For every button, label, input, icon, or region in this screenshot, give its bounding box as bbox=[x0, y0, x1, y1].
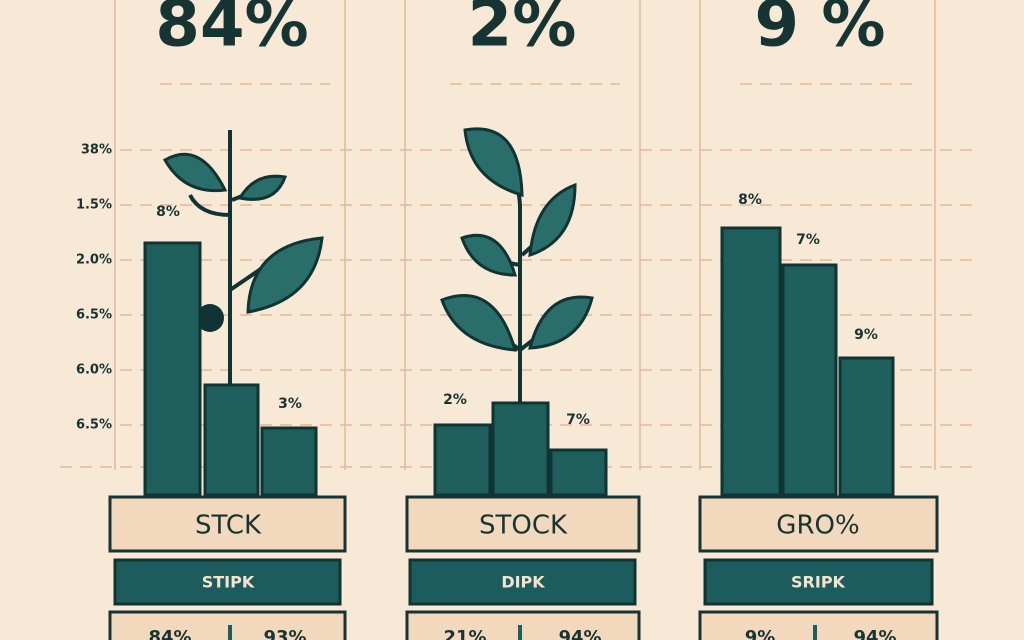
panel-label: STOCK bbox=[479, 511, 568, 541]
bar-label: 7% bbox=[796, 232, 820, 248]
bars bbox=[143, 226, 895, 497]
big-number: 2% bbox=[468, 0, 577, 62]
y-label: 1.5% bbox=[76, 198, 112, 213]
y-label: 6.5% bbox=[76, 418, 112, 433]
y-label: 6.0% bbox=[76, 363, 112, 378]
bar-label: 8% bbox=[738, 192, 762, 208]
footer-value: 9% bbox=[745, 627, 776, 640]
bar-label: 3% bbox=[278, 396, 302, 412]
bar-label: 8% bbox=[156, 204, 180, 220]
y-label: 2.0% bbox=[76, 253, 112, 268]
footer-value: 94% bbox=[558, 627, 601, 640]
bar-label: 7% bbox=[566, 412, 590, 428]
y-label: 38% bbox=[81, 143, 112, 158]
panel-label: STCK bbox=[195, 511, 262, 541]
panel-tag: DIPK bbox=[501, 573, 545, 592]
footer-value: 84% bbox=[148, 627, 191, 640]
bar-label: 9% bbox=[854, 327, 878, 343]
big-number: 84% bbox=[155, 0, 308, 62]
big-number: 9 % bbox=[755, 0, 886, 62]
plant bbox=[162, 127, 594, 405]
bar-label: 2% bbox=[443, 392, 467, 408]
panel-label: GRO% bbox=[776, 511, 859, 541]
labels bbox=[108, 495, 939, 640]
y-label: 6.5% bbox=[76, 308, 112, 323]
panel-tag: SRIPK bbox=[791, 573, 846, 592]
footer-value: 94% bbox=[853, 627, 896, 640]
footer-value: 21% bbox=[443, 627, 486, 640]
panel-tag: STIPK bbox=[202, 573, 255, 592]
footer-value: 93% bbox=[263, 627, 306, 640]
